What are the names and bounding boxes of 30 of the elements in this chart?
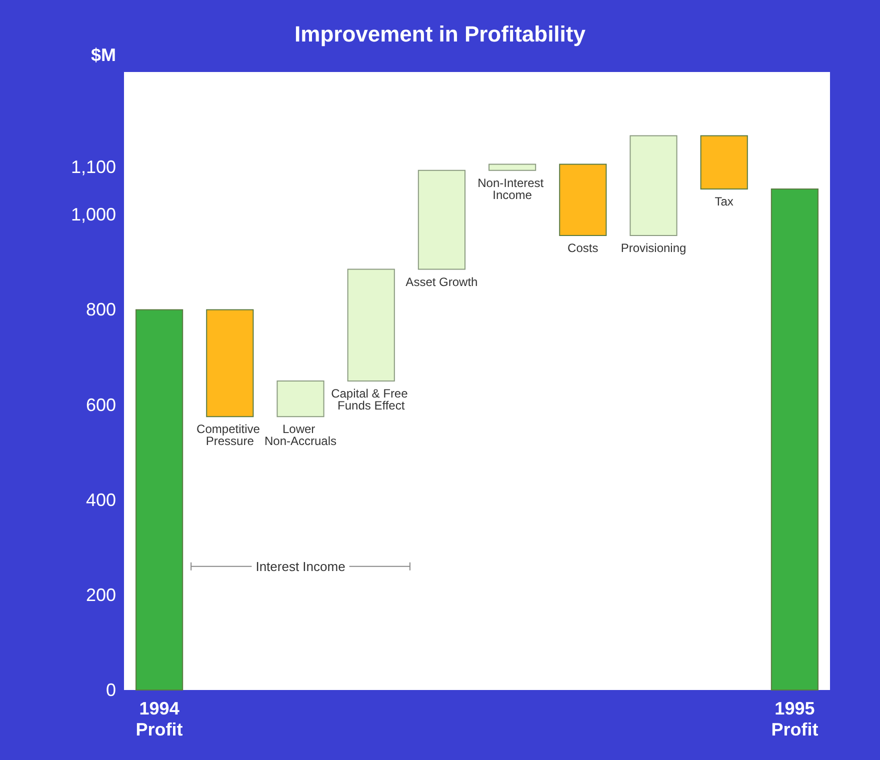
x-tick-label: Capital & Free Funds Effect	[331, 386, 412, 412]
bar	[559, 164, 607, 236]
bar	[206, 309, 254, 418]
bar	[418, 170, 466, 270]
y-axis-title: $M	[90, 45, 116, 65]
x-tick-label: Lower Non-Accruals	[264, 422, 337, 448]
x-tick-label: Non-Interest Income	[478, 176, 547, 202]
bar	[700, 135, 748, 190]
y-tick-label: 600	[86, 394, 116, 415]
y-tick-label: 0	[106, 680, 116, 700]
y-tick-label: 800	[86, 300, 116, 320]
x-tick-label: Costs	[568, 241, 598, 256]
bar	[630, 135, 678, 236]
y-tick-label: 400	[86, 490, 116, 510]
x-tick-label: 1995 Profit	[771, 698, 818, 740]
bar	[488, 164, 536, 171]
x-tick-label: Provisioning	[620, 241, 686, 256]
bar	[276, 380, 324, 418]
y-tick-label: 1,100	[70, 157, 116, 178]
bar	[347, 268, 395, 382]
x-tick-label: Competitive Pressure	[196, 422, 264, 448]
x-tick-label: Asset Growth	[406, 274, 478, 289]
annotation: Interest Income	[256, 558, 346, 574]
y-tick-label: 1,000	[70, 204, 116, 225]
y-tick-label: 200	[86, 584, 116, 605]
chart-title: Improvement in Profitability	[294, 22, 586, 46]
bar	[770, 188, 818, 690]
x-tick-label: Tax	[714, 194, 734, 208]
x-tick-label: 1994 Profit	[136, 698, 183, 740]
bar	[136, 309, 184, 690]
